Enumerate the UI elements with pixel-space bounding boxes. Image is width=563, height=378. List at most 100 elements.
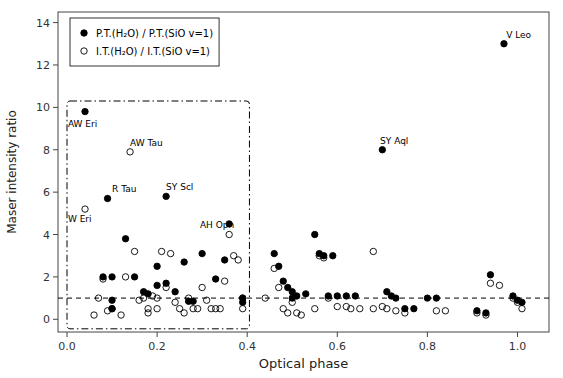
point (226, 231, 232, 237)
point (370, 305, 376, 311)
legend-label: I.T.(H₂O) / I.T.(SiO v=1) (96, 46, 210, 57)
y-tick (53, 107, 58, 108)
point (145, 310, 151, 316)
x-tick-label: 0.8 (419, 340, 437, 353)
y-tick-label: 14 (36, 17, 50, 30)
point (109, 297, 115, 303)
axes: 0.00.20.40.60.81.002468101214 (36, 12, 549, 353)
point (167, 250, 173, 256)
y-tick-label: 6 (43, 186, 50, 199)
x-tick (247, 332, 248, 337)
point (514, 299, 520, 305)
point (212, 276, 218, 282)
y-tick (53, 22, 58, 23)
plot-area (58, 41, 549, 329)
point (424, 295, 430, 301)
reference-line (58, 298, 549, 299)
point (194, 305, 200, 311)
point (158, 248, 164, 254)
point (109, 274, 115, 280)
point (217, 305, 223, 311)
point (172, 289, 178, 295)
legend-marker (81, 48, 87, 54)
point (154, 305, 160, 311)
point (483, 312, 489, 318)
point (393, 295, 399, 301)
point (487, 272, 493, 278)
annotation: SY Scl (166, 182, 193, 192)
x-axis-label: Optical phase (259, 356, 348, 371)
y-tick (53, 234, 58, 235)
point (271, 250, 277, 256)
point (131, 274, 137, 280)
annotation: W Eri (68, 214, 92, 224)
annotation: SY Aql (380, 136, 408, 146)
annotation: R Tau (112, 184, 136, 194)
point (298, 312, 304, 318)
point (118, 312, 124, 318)
point (131, 248, 137, 254)
point (199, 284, 205, 290)
point (91, 312, 97, 318)
point (199, 250, 205, 256)
point (487, 280, 493, 286)
point (221, 278, 227, 284)
point (276, 284, 282, 290)
y-tick (53, 276, 58, 277)
y-tick (53, 319, 58, 320)
point (312, 231, 318, 237)
point (163, 193, 169, 199)
point (379, 147, 385, 153)
y-tick-label: 4 (43, 229, 50, 242)
y-tick-label: 8 (43, 144, 50, 157)
y-tick-label: 2 (43, 271, 50, 284)
point (402, 310, 408, 316)
point (433, 295, 439, 301)
point (181, 310, 187, 316)
x-tick (517, 332, 518, 337)
phase-box (67, 101, 249, 329)
y-axis-label: Maser intensity ratio (5, 110, 19, 234)
x-tick-label: 0.2 (148, 340, 166, 353)
point (334, 303, 340, 309)
point (312, 305, 318, 311)
annotation: AW Eri (68, 119, 97, 129)
point (348, 305, 354, 311)
point (303, 291, 309, 297)
y-tick-label: 12 (36, 59, 50, 72)
point (104, 195, 110, 201)
point (154, 295, 160, 301)
point (501, 41, 507, 47)
point (334, 293, 340, 299)
point (154, 263, 160, 269)
point (82, 206, 88, 212)
point (411, 305, 417, 311)
point (370, 248, 376, 254)
legend-frame (70, 18, 219, 66)
annotation: V Leo (506, 30, 531, 40)
point (221, 257, 227, 263)
x-tick-label: 0.6 (329, 340, 347, 353)
point (474, 310, 480, 316)
y-tick (53, 192, 58, 193)
point (357, 305, 363, 311)
point (181, 259, 187, 265)
point (321, 255, 327, 261)
point (154, 282, 160, 288)
point (352, 293, 358, 299)
legend-marker (81, 30, 87, 36)
point (172, 299, 178, 305)
annotation: AW Tau (130, 138, 163, 148)
point (140, 295, 146, 301)
y-tick (53, 64, 58, 65)
point (82, 108, 88, 114)
point (285, 310, 291, 316)
plot-frame (58, 12, 549, 332)
x-tick-label: 0.4 (238, 340, 256, 353)
point (190, 298, 196, 304)
x-tick (427, 332, 428, 337)
point (239, 295, 245, 301)
point (163, 284, 169, 290)
point (95, 295, 101, 301)
x-tick-label: 0.0 (58, 340, 76, 353)
